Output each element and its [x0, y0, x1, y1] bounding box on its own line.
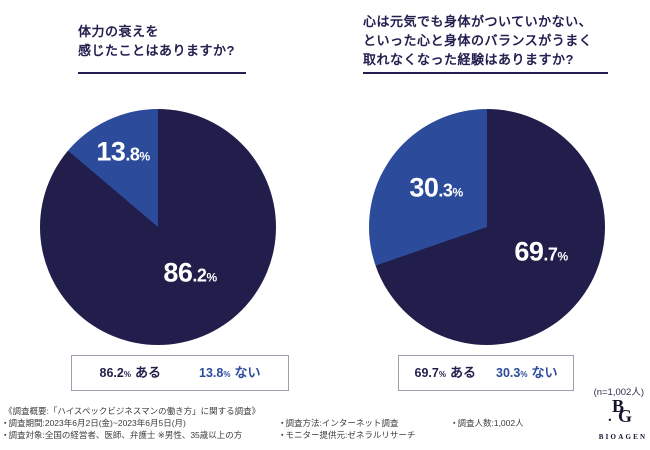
- bg-monogram-icon: B . G: [596, 396, 650, 430]
- right-title-underline: [363, 72, 608, 74]
- percent-sign: %: [520, 370, 528, 379]
- monogram-letter-b: B: [612, 396, 625, 416]
- percent-sign: %: [206, 270, 217, 285]
- legend-value: 69.7: [414, 366, 439, 380]
- square-bullet-icon: ▪: [4, 420, 7, 427]
- legend-item-aru: 69.7% ある: [415, 365, 476, 381]
- percent-sign: %: [139, 149, 150, 164]
- right-legend-box: 69.7% ある 30.3% ない: [398, 355, 574, 391]
- survey-target-text: 調査対象:全国の経営者、医師、弁護士 ※男性、35歳以上の方: [8, 430, 243, 440]
- survey-period: ▪ 調査期間:2023年6月2日(金)~2023年6月5日(月): [4, 417, 186, 430]
- legend-value: 86.2: [99, 366, 124, 380]
- title-line: 感じたことはありますか?: [78, 43, 235, 58]
- sample-size-note: (n=1,002人): [593, 387, 644, 398]
- pie-slice-label-nai: 30.3%: [409, 172, 463, 203]
- legend-item-nai: 30.3% ない: [496, 365, 557, 381]
- bioagen-logo: B . G BIOAGEN: [596, 396, 650, 441]
- title-line: 取れなくなった経験はありますか?: [363, 52, 574, 67]
- survey-target: ▪ 調査対象:全国の経営者、医師、弁護士 ※男性、35歳以上の方: [4, 429, 242, 442]
- percent-sign: %: [452, 185, 463, 200]
- legend-value: 13.8: [199, 366, 224, 380]
- slice-value-int: 30: [409, 172, 439, 203]
- bioagen-wordmark: BIOAGEN: [598, 433, 648, 441]
- percent-sign: %: [438, 370, 446, 379]
- title-line: 心は元気でも身体がついていかない、: [363, 14, 593, 29]
- monogram-dot: .: [608, 409, 612, 425]
- survey-count: ▪ 調査人数:1,002人: [453, 417, 524, 430]
- legend-label: ある: [449, 365, 476, 380]
- slice-value-int: 86: [163, 257, 193, 288]
- survey-method: ▪ 調査方法:インターネット調査: [281, 417, 398, 430]
- survey-monitor-text: モニター提供元:ゼネラルリサーチ: [285, 430, 416, 440]
- legend-label: ない: [531, 365, 558, 380]
- left-title-underline: [78, 72, 246, 74]
- survey-period-text: 調査期間:2023年6月2日(金)~2023年6月5日(月): [8, 418, 186, 428]
- left-chart-title: 体力の衰えを 感じたことはありますか?: [78, 22, 235, 60]
- slice-value-int: 69: [514, 236, 544, 267]
- title-line: といった心と身体のバランスがうまく: [363, 33, 593, 48]
- monogram-letter-g: G: [618, 406, 633, 426]
- legend-item-nai: 13.8% ない: [199, 365, 260, 381]
- slice-value-dec: .7: [543, 244, 558, 265]
- legend-value: 30.3: [496, 366, 521, 380]
- legend-label: ある: [134, 365, 161, 380]
- slice-value-int: 13: [96, 136, 126, 167]
- right-chart-title: 心は元気でも身体がついていかない、 といった心と身体のバランスがうまく 取れなく…: [363, 12, 592, 69]
- survey-count-text: 調査人数:1,002人: [457, 418, 524, 428]
- square-bullet-icon: ▪: [453, 420, 456, 427]
- title-line: 体力の衰えを: [78, 24, 160, 39]
- percent-sign: %: [223, 370, 231, 379]
- survey-monitor: ▪ モニター提供元:ゼネラルリサーチ: [281, 429, 415, 442]
- pie-slice-label-aru: 69.7%: [514, 236, 568, 267]
- legend-label: ない: [234, 365, 261, 380]
- square-bullet-icon: ▪: [4, 432, 7, 439]
- percent-sign: %: [557, 249, 568, 264]
- pie-chart-physical-decline: [40, 109, 276, 345]
- pie-slice-label-aru: 86.2%: [163, 257, 217, 288]
- slice-value-dec: .3: [438, 180, 453, 201]
- square-bullet-icon: ▪: [281, 432, 284, 439]
- survey-method-text: 調査方法:インターネット調査: [285, 418, 399, 428]
- percent-sign: %: [123, 370, 131, 379]
- slice-value-dec: .2: [192, 265, 207, 286]
- survey-overview-heading: 《調査概要:「ハイスペックビジネスマンの働き方」に関する調査》: [4, 406, 261, 416]
- pie-slice-label-nai: 13.8%: [96, 136, 150, 167]
- slice-value-dec: .8: [125, 144, 140, 165]
- left-legend-box: 86.2% ある 13.8% ない: [71, 355, 289, 391]
- pie-chart-mind-body-balance: [369, 109, 605, 345]
- legend-item-aru: 86.2% ある: [100, 365, 161, 381]
- square-bullet-icon: ▪: [281, 420, 284, 427]
